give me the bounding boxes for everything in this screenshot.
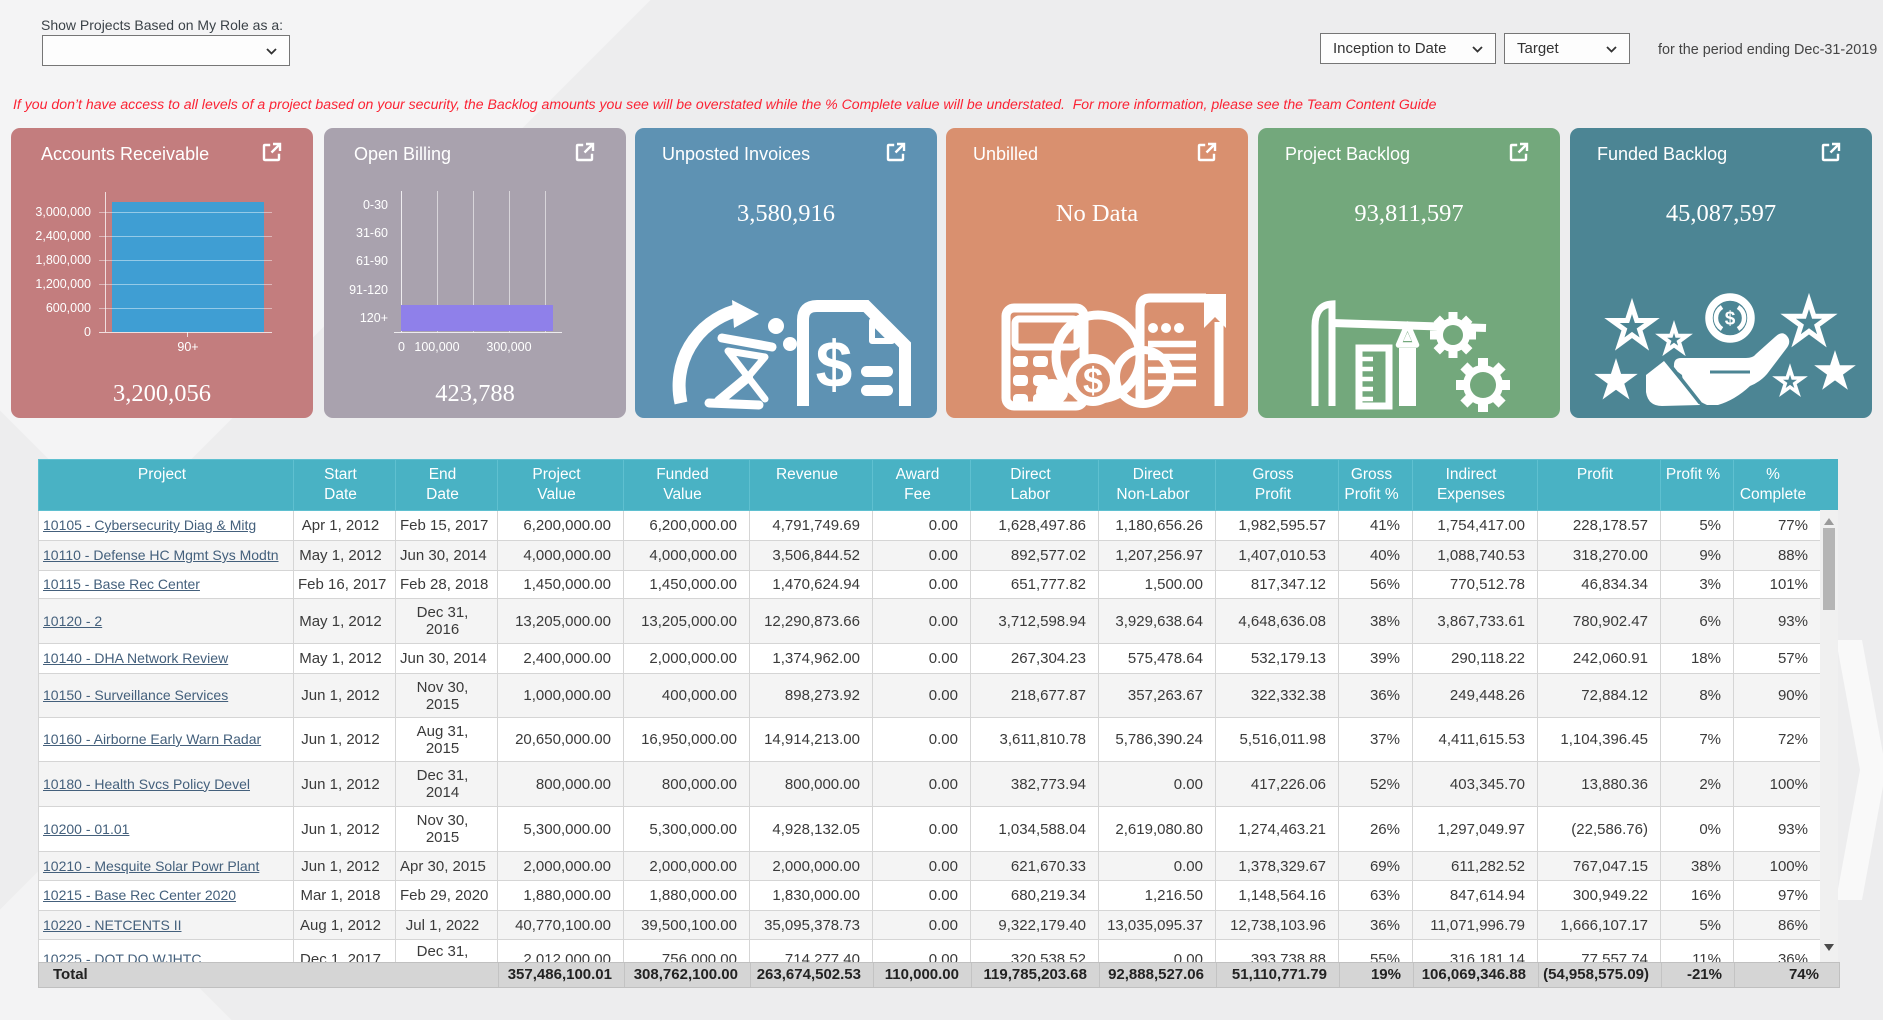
svg-text:$: $ [1725,309,1736,330]
svg-text:$: $ [1083,360,1103,401]
svg-text:$: $ [816,327,853,401]
